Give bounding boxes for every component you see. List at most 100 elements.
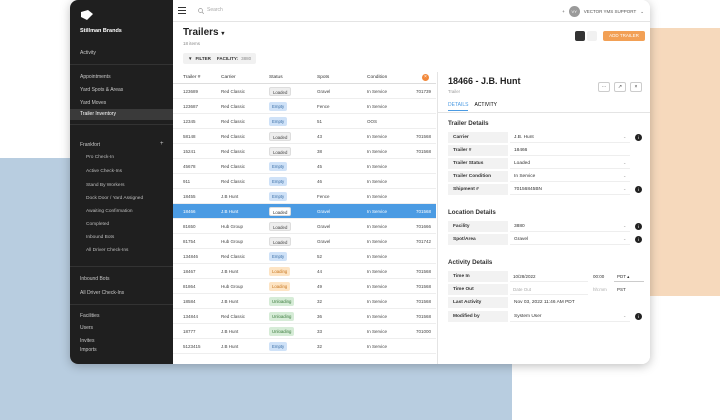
grid-view-icon[interactable] (575, 31, 585, 41)
list-view-icon[interactable] (587, 31, 597, 41)
cell-condition: In Service (367, 269, 388, 274)
table-row[interactable]: 18777 J.B Hunt Unloading 33 In Service 701000 (173, 324, 436, 339)
time-in-time[interactable]: 00:00 (593, 274, 605, 279)
info-icon[interactable]: i (635, 236, 642, 243)
field-value[interactable]: 70156845BN (510, 184, 630, 195)
field-shipment-number[interactable]: Shipment # 70156845BN ⌄ i (448, 184, 648, 195)
field-carrier[interactable]: Carrier J.B. Hunt ⌄ i (448, 132, 648, 143)
search-input[interactable]: Search (195, 5, 535, 17)
time-out-date-input[interactable]: Date Out (510, 284, 588, 295)
chevron-down-icon[interactable]: ⌄ (623, 173, 627, 178)
sidebar-item-imports[interactable]: Imports (80, 347, 97, 353)
table-row[interactable]: 123689 Red Classic Loaded Gravel In Service 7… (173, 84, 436, 99)
hamburger-menu-icon[interactable] (178, 7, 186, 14)
sidebar-subitem[interactable]: Inbound Bots (86, 235, 115, 240)
sidebar-item-appointments[interactable]: Appointments (80, 74, 111, 80)
info-icon[interactable]: i (635, 313, 642, 320)
table-row[interactable]: 5123415 J.B Hunt Empty 32 In Service (173, 339, 436, 354)
column-header[interactable]: Trailer # (183, 75, 201, 80)
sidebar-subitem[interactable]: Awaiting Confirmation (86, 209, 133, 214)
sidebar-subitem[interactable]: Dock Door / Yard Assigned (86, 196, 144, 201)
add-icon[interactable]: + (160, 141, 164, 147)
table-row[interactable]: 18466 J.B Hunt Loaded Gravel In Service 70156… (173, 204, 436, 219)
table-row[interactable]: 81650 Hub Group Loaded Gravel In Service 7016… (173, 219, 436, 234)
table-row[interactable]: 18584 J.B Hunt Unloading 32 In Service 701568 (173, 294, 436, 309)
column-header[interactable]: Condition (367, 75, 388, 80)
table-row[interactable]: 18455 J.B Hunt Empty Fence In Service (173, 189, 436, 204)
column-header[interactable]: Spots (317, 75, 330, 80)
sidebar-section-frankfort[interactable]: Frankfort (80, 142, 101, 148)
time-in-date[interactable]: 10/28/2022 (510, 271, 588, 282)
open-external-icon[interactable]: ↗ (614, 82, 626, 92)
field-value[interactable]: J.B. Hunt (510, 132, 630, 143)
field-trailer-number[interactable]: Trailer # 18466 (448, 145, 648, 156)
more-options-icon[interactable]: ⋯ (598, 82, 610, 92)
field-value[interactable]: In Service (510, 171, 630, 182)
sidebar-item-trailer-inventory[interactable]: Trailer Inventory (70, 109, 173, 120)
sidebar-item-invites[interactable]: Invites (80, 338, 95, 344)
sidebar-subitem[interactable]: All Driver Check-Ins (86, 248, 129, 253)
table-row[interactable]: 15241 Red Classic Loaded 38 In Service 701568 (173, 144, 436, 159)
sidebar-item-yard-moves[interactable]: Yard Moves (80, 100, 107, 106)
add-icon[interactable]: + (562, 9, 565, 14)
table-row[interactable]: 911 Red Classic Empty 46 In Service (173, 174, 436, 189)
column-header[interactable]: Status (269, 75, 283, 80)
field-time-in[interactable]: Time In 10/28/2022 00:00 PDT ▴ (448, 271, 648, 282)
field-value[interactable]: Loaded (510, 158, 630, 169)
sidebar-subitem[interactable]: Completed (86, 222, 110, 227)
table-row[interactable]: 134846 Red Classic Empty 52 In Service (173, 249, 436, 264)
chevron-down-icon[interactable]: ⌄ (623, 160, 627, 165)
close-icon[interactable]: × (422, 74, 429, 81)
sidebar-subitem[interactable]: Active Check-Ins (86, 169, 122, 174)
sidebar-item-inbound-bots[interactable]: Inbound Bots (80, 276, 110, 282)
field-trailer-condition[interactable]: Trailer Condition In Service ⌄ (448, 171, 648, 182)
table-row[interactable]: 12345 Red Classic Empty 51 OOS (173, 114, 436, 129)
table-row[interactable]: 81754 Hub Group Loaded Gravel In Service 7017… (173, 234, 436, 249)
table-row[interactable]: 18467 J.B Hunt Loading 44 In Service 701568 (173, 264, 436, 279)
close-icon[interactable]: × (630, 82, 642, 92)
field-spot-area[interactable]: Spot/Area Gravel ⌄ i (448, 234, 648, 245)
table-row[interactable]: 123687 Red Classic Empty Fence In Service (173, 99, 436, 114)
info-icon[interactable]: i (635, 186, 642, 193)
add-trailer-button[interactable]: ADD TRAILER (603, 31, 645, 41)
sidebar-subitem[interactable]: Stand By Workers (86, 183, 125, 188)
tab-details[interactable]: DETAILS (448, 102, 469, 108)
field-modified-by[interactable]: Modified by System User ⌄ i (448, 311, 648, 322)
trailers-table: Trailer # Carrier Status Spots Condition… (173, 72, 436, 354)
table-row[interactable]: 45678 Red Classic Empty 45 In Service (173, 159, 436, 174)
sidebar-item-facilities[interactable]: Facilities (80, 313, 100, 319)
cell-spot: 32 (317, 299, 323, 304)
tab-activity[interactable]: ACTIVITY (474, 102, 497, 108)
time-out-timezone[interactable]: PST (617, 287, 626, 292)
chevron-down-icon[interactable]: ⌄ (623, 186, 627, 191)
user-menu[interactable]: + VY VECTOR YMS SUPPORT ⌄ (562, 6, 644, 17)
field-time-out[interactable]: Time Out Date Out hh:mm PST (448, 284, 648, 295)
time-out-time-input[interactable]: hh:mm (593, 287, 607, 292)
info-icon[interactable]: i (635, 134, 642, 141)
info-icon[interactable]: i (635, 223, 642, 230)
table-row[interactable]: 58148 Red Classic Loaded 43 In Service 701568 (173, 129, 436, 144)
field-trailer-status[interactable]: Trailer Status Loaded ⌄ (448, 158, 648, 169)
chevron-down-icon[interactable]: ⌄ (623, 223, 627, 228)
sidebar-item-users[interactable]: Users (80, 325, 94, 331)
table-row[interactable]: 81864 Hub Group Loading 49 In Service 701568 (173, 279, 436, 294)
field-value[interactable]: Gravel (510, 234, 630, 245)
sidebar-subitem[interactable]: Pro Check-In (86, 155, 114, 160)
field-value[interactable]: 18466 (510, 145, 630, 156)
sidebar-item-activity[interactable]: Activity (80, 50, 96, 56)
chevron-down-icon[interactable]: ⌄ (623, 313, 627, 318)
sidebar-item-all-driver-checkins[interactable]: All Driver Check-Ins (80, 290, 125, 296)
chevron-down-icon[interactable]: ⌄ (623, 236, 627, 241)
time-in-timezone[interactable]: PDT ▴ (614, 271, 644, 282)
chevron-down-icon[interactable]: ▾ (221, 31, 225, 37)
column-header[interactable]: Carrier (221, 75, 236, 80)
filter-bar[interactable]: ▼ FILTER FACILITY: 3880 (183, 53, 257, 64)
chevron-down-icon[interactable]: ⌄ (623, 134, 627, 139)
sidebar-item-yard-spots[interactable]: Yard Spots & Areas (80, 87, 124, 93)
field-value[interactable]: 3880 (510, 221, 630, 232)
table-row[interactable]: 134844 Red Classic Unloading 36 In Service 70… (173, 309, 436, 324)
field-value[interactable]: System User (510, 311, 630, 322)
field-facility[interactable]: Facility 3880 ⌄ i (448, 221, 648, 232)
cell-trailer-number: 58148 (183, 134, 196, 139)
cell-spot: 32 (317, 344, 323, 349)
